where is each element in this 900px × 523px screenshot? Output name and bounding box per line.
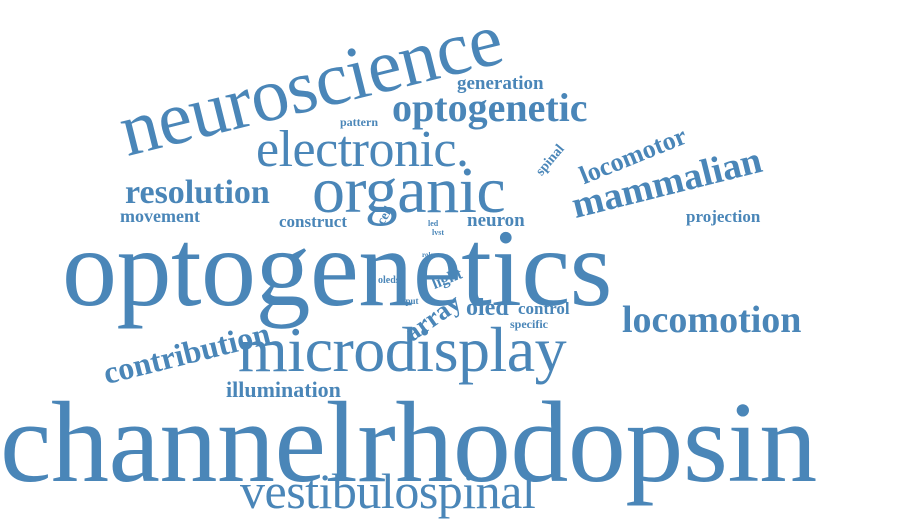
- word-optogenetics: optogenetics: [62, 207, 612, 329]
- word-input: input: [398, 296, 419, 306]
- word-oled: oled: [466, 295, 509, 321]
- word-pattern: pattern: [340, 115, 378, 129]
- word-generation: generation: [457, 73, 544, 94]
- word-led: led: [428, 219, 439, 228]
- word-locomotion: locomotion: [622, 299, 802, 341]
- word-electronic: electronic.: [256, 121, 469, 178]
- word-organic: organic: [312, 154, 506, 227]
- word-projection: projection: [686, 207, 761, 226]
- word-optogenetic: optogenetic: [392, 85, 588, 130]
- word-spinal: spinal: [533, 141, 568, 179]
- word-channelrhodopsin: channelrhodopsin: [0, 379, 817, 507]
- word-microdisplay: microdisplay: [238, 314, 567, 385]
- word-neuron: neuron: [467, 210, 525, 231]
- word-resolution: resolution: [125, 174, 270, 211]
- word-specific: specific: [510, 317, 548, 331]
- word-lvst: lvst: [432, 228, 444, 237]
- word-illumination: illumination: [226, 377, 341, 402]
- word-role: role: [422, 251, 434, 259]
- word-vestibulospinal: vestibulospinal: [240, 463, 536, 519]
- word-construct: construct: [279, 212, 347, 231]
- word-movement: movement: [120, 206, 200, 226]
- word-control: control: [518, 299, 570, 318]
- word-oleds: oleds: [378, 275, 400, 286]
